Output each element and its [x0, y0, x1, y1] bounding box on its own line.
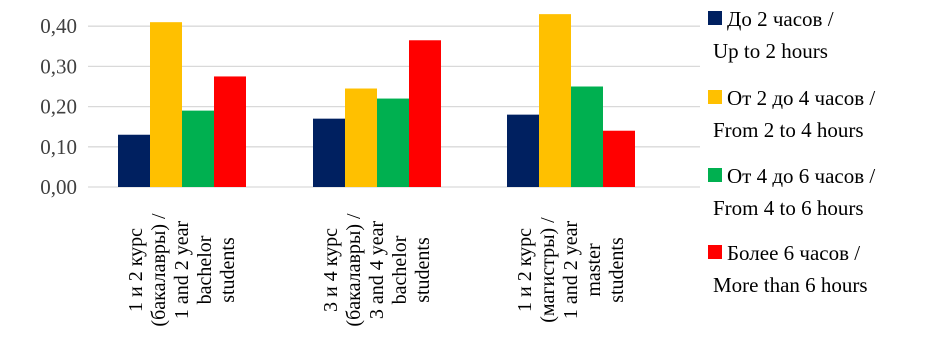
legend-label: До 2 часов / — [727, 7, 834, 31]
category-label-line: bachelor — [194, 235, 216, 304]
y-tick-label: 0,30 — [40, 54, 77, 78]
legend-label: От 4 до 6 часов / — [727, 164, 875, 188]
category-label-line: (бакалавры) / — [343, 213, 365, 327]
legend-swatch — [708, 90, 722, 104]
category-label-line: bachelor — [389, 235, 411, 304]
y-tick-label: 0,10 — [40, 135, 77, 159]
y-tick-label: 0,00 — [40, 175, 77, 199]
bars — [118, 14, 635, 188]
legend-item: От 4 до 6 часов / From 4 to 6 hours — [708, 164, 875, 220]
category-label-line: 1 и 2 курс — [125, 228, 147, 312]
category-label: 3 и 4 курс (бакалавры) /3 and 4 year bache… — [320, 213, 434, 327]
legend-label: From 4 to 6 hours — [713, 196, 864, 220]
y-axis-tick-labels: 0,00 0,10 0,20 0,30 0,40 — [40, 14, 77, 199]
category-label: 1 и 2 курс (магистры) /1 and 2 year master… — [514, 217, 628, 323]
legend: До 2 часов / Up to 2 hours От 2 до 4 часов… — [708, 7, 875, 297]
y-tick-label: 0,20 — [40, 95, 77, 119]
category-label-line: (магистры) / — [537, 217, 559, 323]
bar — [150, 22, 182, 188]
category-label-line: master — [583, 243, 605, 297]
legend-swatch — [708, 245, 722, 259]
bar — [345, 88, 377, 187]
bar — [182, 110, 214, 187]
category-label-line: 3 and 4 year — [366, 221, 388, 320]
legend-swatch — [708, 11, 722, 25]
bar — [313, 118, 345, 187]
category-label-line: 3 и 4 курс — [320, 228, 342, 312]
bar — [377, 98, 409, 187]
legend-swatch — [708, 168, 722, 182]
category-label-line: students — [412, 237, 434, 303]
legend-item: Более 6 часов / More than 6 hours — [708, 241, 868, 297]
legend-label: От 2 до 4 часов / — [727, 86, 875, 110]
bar — [571, 86, 603, 187]
category-label-line: students — [606, 237, 628, 303]
legend-label: From 2 to 4 hours — [713, 118, 864, 142]
bar — [118, 134, 150, 187]
bar — [409, 40, 441, 187]
bar — [507, 114, 539, 187]
category-label-line: 1 и 2 курс — [514, 228, 536, 312]
legend-item: От 2 до 4 часов / From 2 to 4 hours — [708, 86, 875, 142]
category-label-line: 1 and 2 year — [171, 221, 193, 320]
legend-label: Более 6 часов / — [727, 241, 860, 265]
legend-label: Up to 2 hours — [713, 39, 828, 63]
legend-item: До 2 часов / Up to 2 hours — [708, 7, 834, 63]
bar — [539, 14, 571, 188]
legend-label: More than 6 hours — [713, 273, 868, 297]
bar — [603, 130, 635, 187]
x-axis-category-labels: 1 и 2 курс (бакалавры) /1 and 2 year bache… — [125, 213, 628, 327]
y-tick-label: 0,40 — [40, 14, 77, 38]
category-label-line: (бакалавры) / — [148, 213, 170, 327]
category-label-line: 1 and 2 year — [560, 221, 582, 320]
category-label: 1 и 2 курс (бакалавры) /1 and 2 year bache… — [125, 213, 239, 327]
category-label-line: students — [217, 237, 239, 303]
bar — [214, 76, 246, 187]
